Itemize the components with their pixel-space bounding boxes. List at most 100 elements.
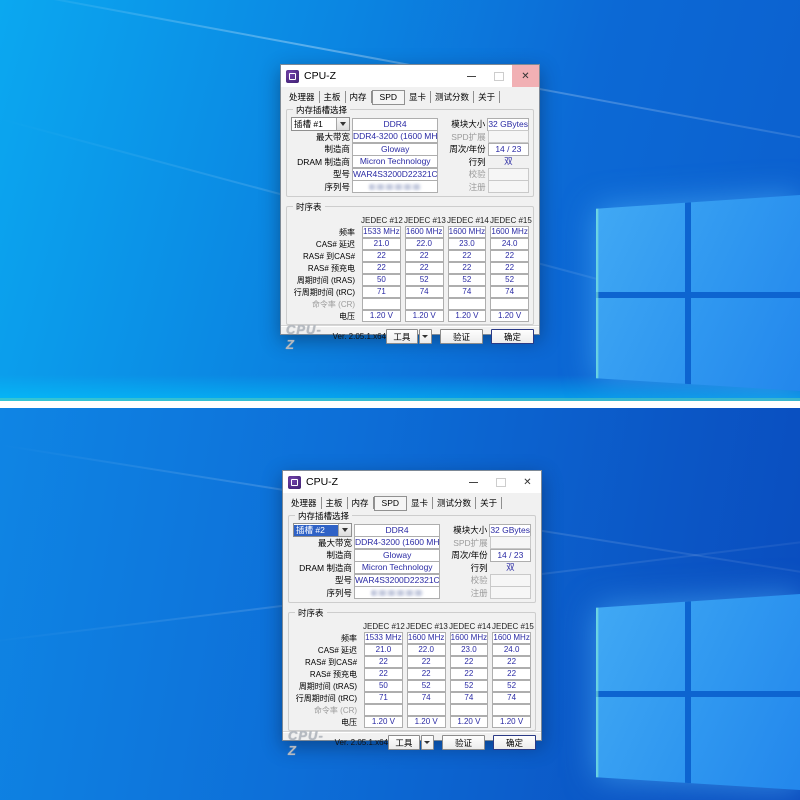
timing-cell[interactable]: 1533 MHz xyxy=(362,226,401,238)
close-button[interactable]: ✕ xyxy=(523,476,532,488)
tab-about[interactable]: 关于 xyxy=(474,91,501,103)
timing-cell[interactable]: 52 xyxy=(490,274,529,286)
timing-cell[interactable]: 22 xyxy=(404,250,444,262)
week-year-field[interactable]: 14 / 23 xyxy=(487,142,529,156)
combobox-dropdown-button[interactable] xyxy=(337,524,351,536)
manufacturer-field[interactable]: Gloway xyxy=(351,142,439,156)
timing-cell[interactable]: 1600 MHz xyxy=(447,226,487,238)
timing-cell[interactable]: 52 xyxy=(406,680,446,692)
timing-cell[interactable]: 71 xyxy=(362,286,401,298)
timing-cell[interactable]: 22 xyxy=(492,668,531,680)
timing-cell[interactable]: 22 xyxy=(447,250,487,262)
timing-cell[interactable]: 1600 MHz xyxy=(406,632,446,644)
timing-cell[interactable]: 22 xyxy=(364,656,403,668)
timing-cell[interactable]: 22 xyxy=(362,250,401,262)
timing-cell[interactable]: 1.20 V xyxy=(490,310,529,322)
tab-graphics[interactable]: 显卡 xyxy=(407,497,434,509)
timing-cell[interactable]: 23.0 xyxy=(449,644,489,656)
timing-cell[interactable]: 22 xyxy=(490,250,529,262)
memory-type-field[interactable]: DDR4 xyxy=(353,523,441,537)
timing-cell[interactable]: 1.20 V xyxy=(364,716,403,728)
timing-cell[interactable]: 21.0 xyxy=(362,238,401,250)
dram-manufacturer-field[interactable]: Micron Technology xyxy=(353,561,441,574)
timing-cell[interactable]: 22.0 xyxy=(406,644,446,656)
timing-cell[interactable]: 1600 MHz xyxy=(404,226,444,238)
timing-cell[interactable]: 74 xyxy=(449,692,489,704)
tab-spd[interactable]: SPD xyxy=(371,90,406,105)
timing-cell[interactable]: 22 xyxy=(404,262,444,274)
timing-cell[interactable]: 24.0 xyxy=(492,644,531,656)
tools-dropdown-button[interactable] xyxy=(418,329,433,344)
timing-cell[interactable]: 22 xyxy=(406,656,446,668)
timing-cell[interactable]: 1.20 V xyxy=(447,310,487,322)
serial-number-field[interactable] xyxy=(351,180,439,193)
timing-cell[interactable]: 71 xyxy=(364,692,403,704)
tab-mainboard[interactable]: 主板 xyxy=(322,497,348,509)
ok-button[interactable]: 确定 xyxy=(491,329,534,344)
tools-button[interactable]: 工具 xyxy=(388,735,420,750)
tab-memory[interactable]: 内存 xyxy=(348,497,374,509)
slot-combobox[interactable]: 插槽 #1 xyxy=(291,117,350,131)
timing-cell[interactable]: 52 xyxy=(447,274,487,286)
module-size-field[interactable]: 32 GBytes xyxy=(489,523,531,537)
titlebar[interactable]: CPU-Z ✕ xyxy=(281,65,539,87)
validate-button[interactable]: 验证 xyxy=(440,329,483,344)
timing-cell[interactable]: 1.20 V xyxy=(404,310,444,322)
timing-cell[interactable]: 22 xyxy=(449,668,489,680)
timing-cell[interactable]: 1533 MHz xyxy=(364,632,403,644)
timing-cell[interactable]: 22 xyxy=(406,668,446,680)
memory-type-field[interactable]: DDR4 xyxy=(351,117,439,131)
timing-cell[interactable]: 22 xyxy=(449,656,489,668)
slot-combobox-text[interactable]: 插槽 #1 xyxy=(294,118,323,129)
minimize-button[interactable] xyxy=(458,65,485,87)
timing-cell[interactable]: 1.20 V xyxy=(406,716,446,728)
timing-cell[interactable]: 24.0 xyxy=(490,238,529,250)
tab-spd[interactable]: SPD xyxy=(373,496,408,511)
timing-cell[interactable]: 1.20 V xyxy=(449,716,489,728)
tab-about[interactable]: 关于 xyxy=(476,497,503,509)
tab-memory[interactable]: 内存 xyxy=(346,91,372,103)
timing-cell[interactable]: 1600 MHz xyxy=(490,226,529,238)
combobox-dropdown-button[interactable] xyxy=(335,118,349,130)
tab-processor[interactable]: 处理器 xyxy=(287,497,322,509)
max-bandwidth-field[interactable]: DDR4-3200 (1600 MHz) xyxy=(353,536,441,549)
ok-button[interactable]: 确定 xyxy=(493,735,536,750)
timing-cell[interactable]: 74 xyxy=(492,692,531,704)
timing-cell[interactable]: 22 xyxy=(492,656,531,668)
timing-cell[interactable]: 1600 MHz xyxy=(449,632,489,644)
timing-cell[interactable]: 52 xyxy=(404,274,444,286)
minimize-button[interactable] xyxy=(460,471,487,493)
timing-cell[interactable]: 52 xyxy=(492,680,531,692)
timing-cell[interactable]: 22 xyxy=(364,668,403,680)
timing-cell[interactable]: 1.20 V xyxy=(492,716,531,728)
dram-manufacturer-field[interactable]: Micron Technology xyxy=(351,155,439,168)
timing-cell[interactable]: 74 xyxy=(447,286,487,298)
close-button[interactable]: ✕ xyxy=(512,65,539,87)
part-number-field[interactable]: WAR4S3200D22321C xyxy=(351,167,439,181)
week-year-field[interactable]: 14 / 23 xyxy=(489,548,531,562)
validate-button[interactable]: 验证 xyxy=(442,735,485,750)
titlebar[interactable]: CPU-Z ✕ xyxy=(283,471,541,493)
part-number-field[interactable]: WAR4S3200D22321C xyxy=(353,573,441,587)
timing-cell[interactable]: 74 xyxy=(490,286,529,298)
timing-cell[interactable]: 22.0 xyxy=(404,238,444,250)
slot-combobox-text[interactable]: 插槽 #2 xyxy=(294,524,338,536)
timing-cell[interactable]: 23.0 xyxy=(447,238,487,250)
serial-number-field[interactable] xyxy=(353,586,441,599)
module-size-field[interactable]: 32 GBytes xyxy=(487,117,529,131)
timing-cell[interactable]: 22 xyxy=(362,262,401,274)
timing-cell[interactable]: 50 xyxy=(364,680,403,692)
timing-cell[interactable]: 1.20 V xyxy=(362,310,401,322)
tab-bench[interactable]: 测试分数 xyxy=(433,497,477,509)
tools-button[interactable]: 工具 xyxy=(386,329,418,344)
tools-dropdown-button[interactable] xyxy=(420,735,435,750)
timing-cell[interactable]: 74 xyxy=(404,286,444,298)
timing-cell[interactable]: 21.0 xyxy=(364,644,403,656)
timing-cell[interactable]: 1600 MHz xyxy=(492,632,531,644)
timing-cell[interactable]: 22 xyxy=(490,262,529,274)
timing-cell[interactable]: 74 xyxy=(406,692,446,704)
tab-graphics[interactable]: 显卡 xyxy=(405,91,432,103)
timing-cell[interactable]: 22 xyxy=(447,262,487,274)
tab-processor[interactable]: 处理器 xyxy=(285,91,320,103)
timing-cell[interactable]: 50 xyxy=(362,274,401,286)
